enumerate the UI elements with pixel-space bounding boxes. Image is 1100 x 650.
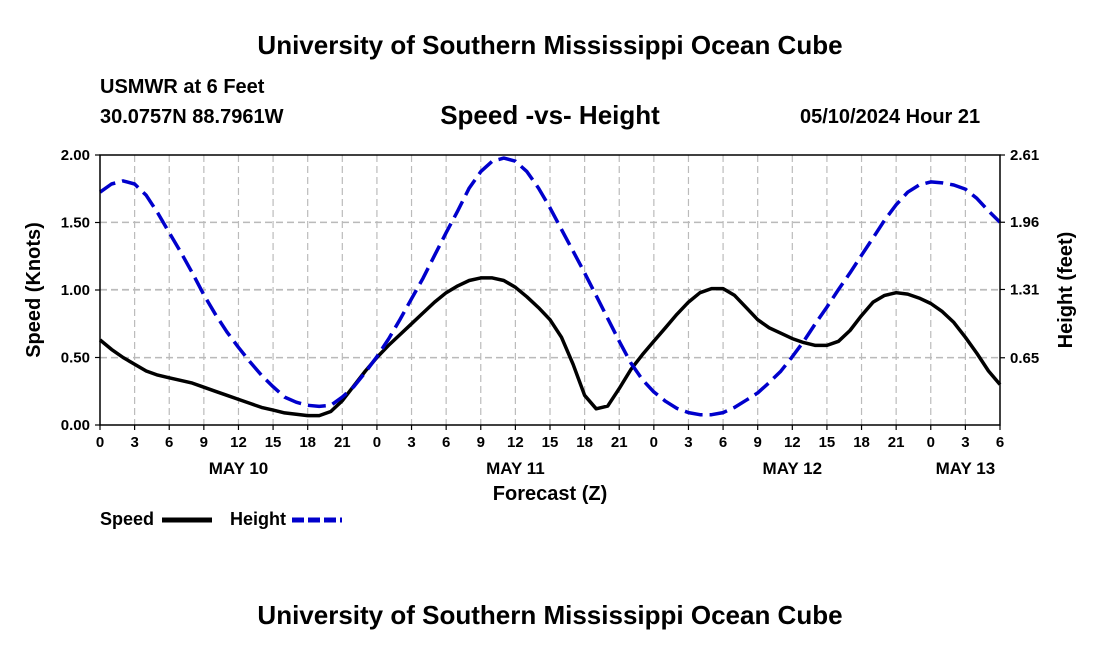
station-label: USMWR at 6 Feet: [100, 76, 265, 98]
x-tick-label: 0: [373, 434, 381, 451]
x-tick-label: 6: [719, 434, 727, 451]
y-tick-label: 0.50: [61, 350, 90, 367]
x-tick-label: 9: [754, 434, 762, 451]
x-tick-label: 3: [130, 434, 138, 451]
day-label: MAY 12: [763, 459, 823, 478]
chart-grid: [100, 155, 1000, 425]
x-tick-label: 3: [407, 434, 415, 451]
x-tick-label: 12: [784, 434, 801, 451]
x-tick-label: 9: [477, 434, 485, 451]
x-tick-label: 15: [819, 434, 836, 451]
station-coordinates: 30.0757N 88.7961W: [100, 106, 284, 128]
x-tick-label: 0: [927, 434, 935, 451]
day-label: MAY 13: [936, 459, 996, 478]
forecast-datetime: 05/10/2024 Hour 21: [800, 106, 981, 128]
x-tick-label: 12: [507, 434, 524, 451]
legend-speed-label: Speed: [100, 509, 155, 529]
y-tick-label: 0.00: [61, 417, 90, 434]
x-tick-label: 21: [334, 434, 351, 451]
x-tick-label: 15: [265, 434, 282, 451]
x-tick-label: 18: [576, 434, 593, 451]
x-tick-label: 6: [442, 434, 450, 451]
x-tick-label: 6: [165, 434, 173, 451]
y-tick-label: 1.50: [61, 215, 90, 232]
x-tick-label: 0: [96, 434, 104, 451]
x-tick-label: 9: [200, 434, 208, 451]
footer-title: University of Southern Mississippi Ocean…: [257, 600, 843, 630]
page-title: University of Southern Mississippi Ocean…: [257, 30, 843, 60]
y2-axis-label: Height (feet): [1055, 232, 1077, 349]
y2-tick-label: 1.96: [1010, 214, 1039, 231]
speed-series-line: [98, 276, 1002, 418]
chart-axes: 0 3 6 9 12 15 18 21 0 3 6 9 12 15 18 21 0 3 6 9 12 15 18 21 0 3 6 0…: [61, 147, 1039, 478]
x-axis-label: Forecast (Z): [493, 483, 607, 505]
x-tick-label: 3: [684, 434, 692, 451]
x-tick-label: 18: [299, 434, 316, 451]
x-tick-label: 12: [230, 434, 247, 451]
x-tick-label: 18: [853, 434, 870, 451]
y2-tick-label: 2.61: [1010, 147, 1039, 164]
x-tick-label: 0: [650, 434, 658, 451]
y2-tick-label: 0.65: [1010, 350, 1039, 367]
y-tick-label: 2.00: [61, 147, 90, 164]
y2-tick-label: 1.31: [1010, 281, 1039, 298]
x-tick-label: 6: [996, 434, 1004, 451]
day-label: MAY 10: [209, 459, 269, 478]
height-series-line: [98, 156, 1002, 417]
day-label: MAY 11: [486, 459, 545, 478]
chart-series: [98, 156, 1002, 418]
y-tick-label: 1.00: [61, 282, 90, 299]
chart-title: Speed -vs- Height: [440, 100, 660, 130]
legend-height-label: Height: [230, 509, 286, 529]
y-axis-label: Speed (Knots): [23, 222, 45, 358]
x-tick-label: 15: [542, 434, 559, 451]
x-tick-label: 21: [888, 434, 905, 451]
x-tick-label: 21: [611, 434, 628, 451]
x-tick-label: 3: [961, 434, 969, 451]
